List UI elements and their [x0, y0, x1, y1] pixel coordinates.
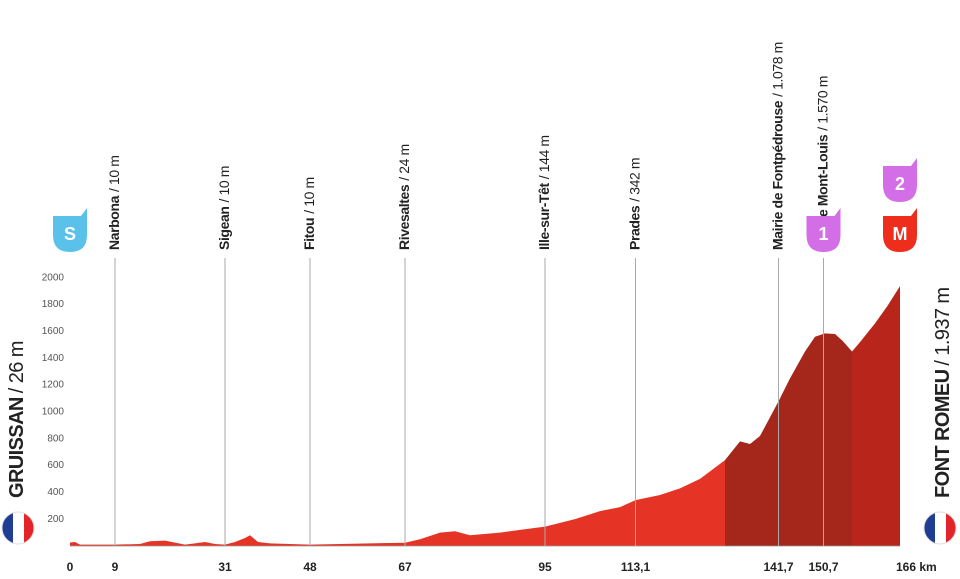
y-tick-label: 1800 [42, 299, 65, 310]
badge [883, 208, 917, 252]
x-tick-label: 67 [398, 560, 412, 574]
altitude: / 10 m [216, 166, 232, 203]
altitude: / 144 m [536, 135, 552, 179]
place-name: Prades [626, 205, 642, 250]
x-tick-label: 48 [303, 560, 317, 574]
altitude: / 10 m [301, 177, 317, 214]
x-tick-label: 9 [112, 560, 119, 574]
waypoint-label: Narbona / 10 m [106, 155, 122, 250]
altitude: / 1.570 m [814, 76, 830, 131]
altitude: / 1.078 m [769, 42, 785, 97]
y-tick-label: 1400 [42, 353, 65, 364]
place-name: Fitou [301, 218, 317, 250]
altitude: / 24 m [396, 144, 412, 181]
badge-label: M [893, 224, 908, 244]
start-label: GRUISSAN / 26 m [6, 341, 28, 498]
start-flag [2, 512, 34, 544]
altitude: / 342 m [626, 158, 642, 202]
badge-label: S [64, 224, 76, 244]
elevation-area [70, 460, 725, 546]
y-tick-label: 1000 [42, 406, 65, 417]
badge-label: 1 [818, 224, 828, 244]
badge [806, 208, 841, 252]
y-tick-label: 2000 [42, 272, 65, 283]
place-name: GRUISSAN [6, 397, 28, 498]
x-tick-label: 95 [538, 560, 552, 574]
x-tick-label: 113,1 [621, 560, 651, 574]
waypoint-label: Prades / 342 m [626, 158, 642, 250]
waypoint-label: Rivesaltes / 24 m [396, 144, 412, 250]
altitude: / 10 m [106, 155, 122, 192]
place-name: Rivesaltes [396, 184, 412, 250]
finish-label: FONT ROMEU / 1.937 m [932, 288, 954, 498]
x-tick-label: 150,7 [808, 560, 838, 574]
place-name: Mairie de Fontpédrouse [769, 100, 785, 250]
place-name: Narbona [106, 195, 122, 250]
y-tick-label: 1200 [42, 380, 65, 391]
y-tick-label: 1600 [42, 326, 65, 337]
place-name: Sigean [216, 206, 232, 250]
y-tick-label: 800 [47, 433, 64, 444]
badge [883, 158, 917, 202]
finish-flag [924, 512, 956, 544]
waypoint-label: Sigean / 10 m [216, 166, 232, 250]
place-name: Ille-sur-Têt [536, 182, 552, 250]
elevation-area [852, 286, 900, 546]
x-tick-label: 31 [218, 560, 232, 574]
waypoint-label: Fitou / 10 m [301, 177, 317, 250]
altitude: / 1.937 m [932, 288, 954, 366]
badge [53, 208, 87, 252]
place-name: FONT ROMEU [932, 369, 954, 498]
y-tick-label: 200 [47, 514, 64, 525]
badge-label: 2 [895, 174, 905, 194]
x-tick-label: 141,7 [763, 560, 793, 574]
x-tick-label: 166 km [896, 560, 937, 574]
waypoint-label: Ille-sur-Têt / 144 m [536, 135, 552, 250]
y-tick-label: 400 [47, 487, 64, 498]
x-tick-label: 0 [67, 560, 74, 574]
altitude: / 26 m [6, 341, 28, 393]
waypoint-label: Mairie de Fontpédrouse / 1.078 m [769, 42, 785, 250]
y-tick-label: 600 [47, 460, 64, 471]
elevation-area [725, 333, 852, 546]
